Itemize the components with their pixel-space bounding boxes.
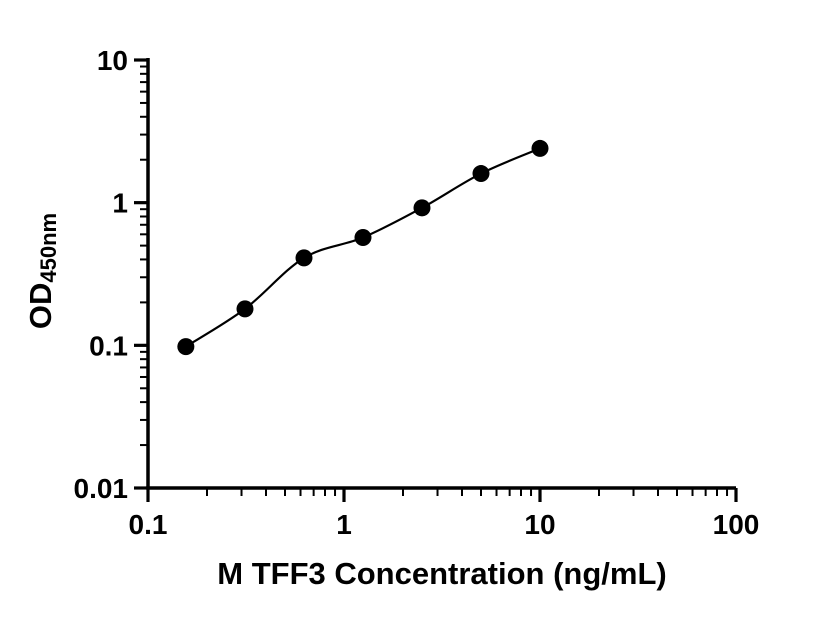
y-tick-label: 0.1 — [89, 330, 128, 361]
data-point-marker — [413, 199, 431, 217]
x-tick-label: 0.1 — [129, 509, 168, 540]
data-point-marker — [531, 139, 549, 157]
x-tick-label: 10 — [524, 509, 555, 540]
y-axis-title: OD450nm — [23, 121, 65, 421]
y-axis-title-main: OD — [23, 282, 58, 330]
data-point-marker — [354, 228, 372, 246]
x-axis-title: M TFF3 Concentration (ng/mL) — [217, 556, 667, 591]
x-tick-label: 100 — [713, 509, 760, 540]
data-point-marker — [295, 249, 313, 267]
data-point-marker — [472, 165, 490, 183]
x-tick-label: 1 — [336, 509, 352, 540]
data-point-marker — [177, 338, 195, 356]
y-tick-label: 10 — [97, 45, 128, 76]
y-tick-label: 0.01 — [74, 473, 129, 504]
y-axis-title-subscript: 450nm — [36, 212, 61, 283]
data-point-marker — [236, 300, 254, 318]
y-tick-label: 1 — [112, 188, 128, 219]
